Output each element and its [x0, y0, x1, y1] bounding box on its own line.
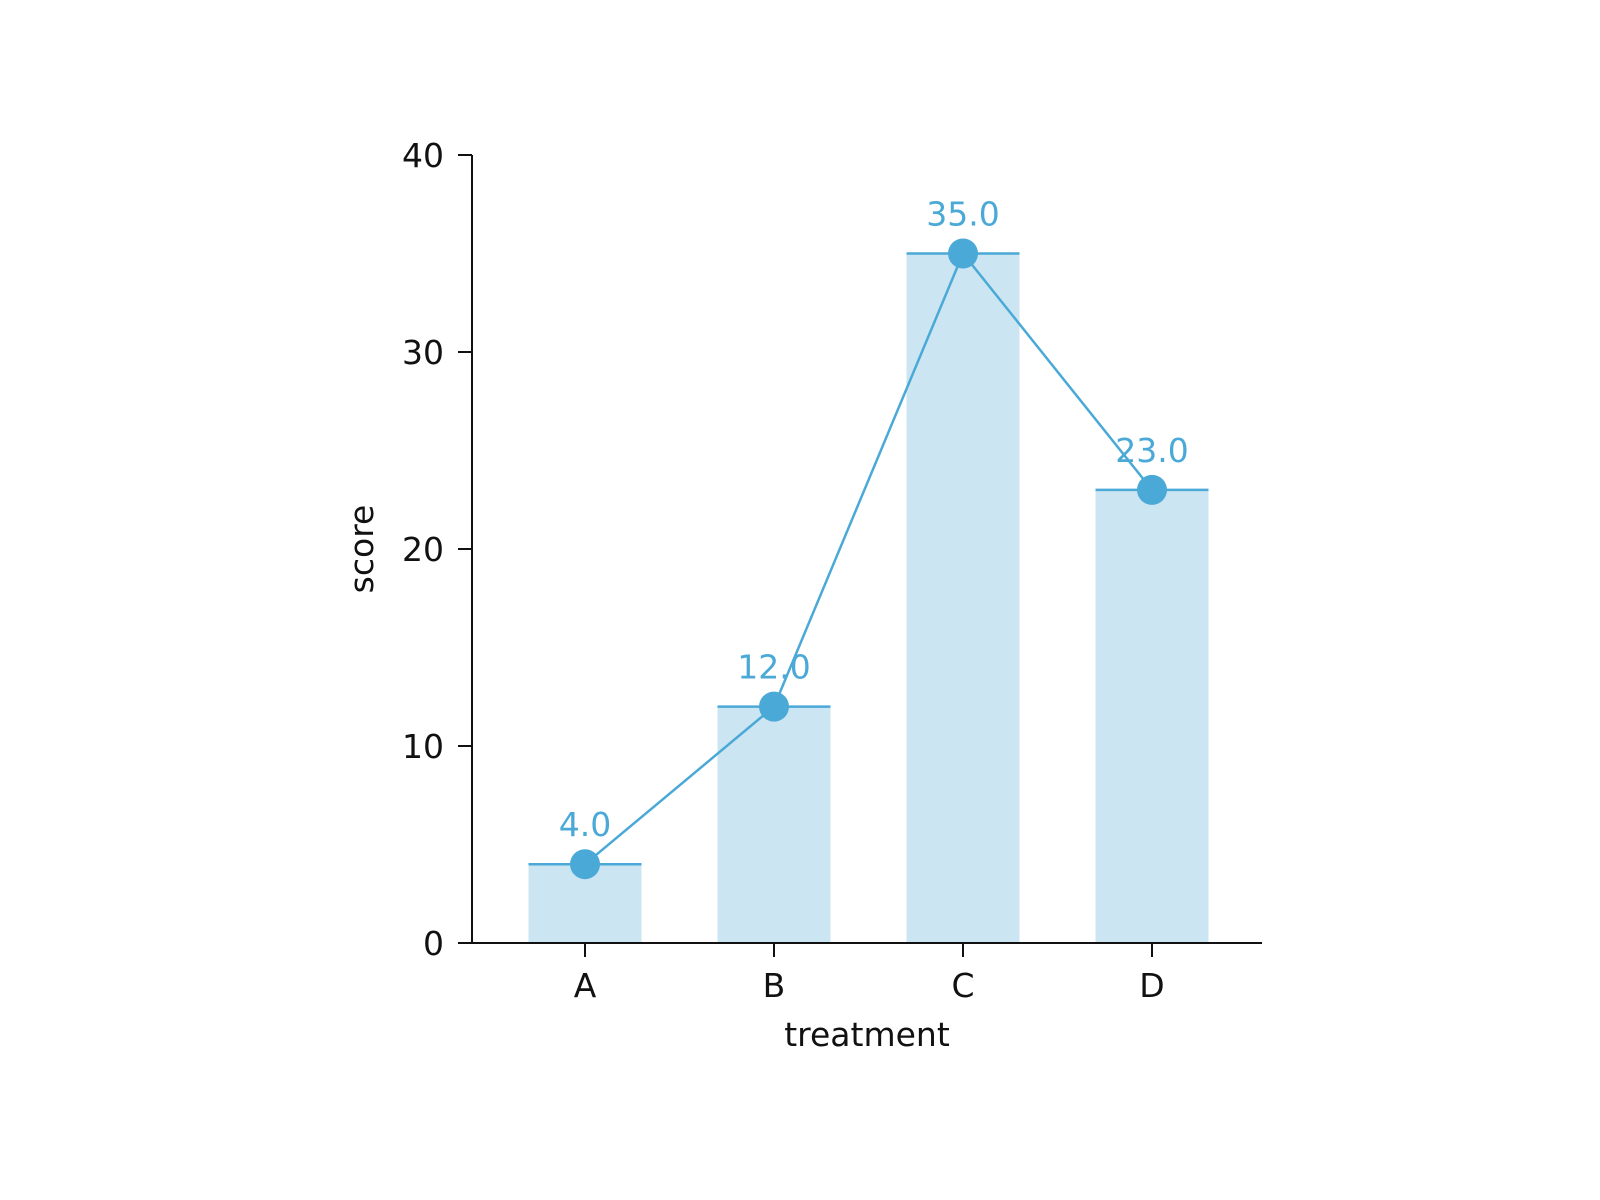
x-tick-label-A: A — [574, 966, 597, 1005]
point-marker-B — [759, 691, 789, 722]
y-tick-label-40: 40 — [402, 136, 444, 175]
bar-C — [906, 253, 1020, 943]
data-label-A: 4.0 — [559, 805, 611, 844]
series-line — [584, 251, 1153, 866]
point-marker-A — [570, 849, 600, 880]
point-marker-D — [1137, 474, 1167, 505]
x-tick-label-D: D — [1139, 966, 1164, 1005]
ticks-layer: 0 10 20 30 40 A B C D — [402, 136, 1165, 1005]
data-label-B: 12.0 — [737, 648, 810, 687]
y-tick-label-30: 30 — [402, 333, 444, 372]
x-axis-title: treatment — [784, 1015, 950, 1054]
y-tick-label-20: 20 — [402, 530, 444, 569]
data-labels-layer: 4.0 12.0 35.0 23.0 — [559, 195, 1189, 845]
line-layer — [570, 238, 1167, 880]
x-tick-label-B: B — [763, 966, 786, 1005]
y-axis-title: score — [342, 505, 381, 594]
data-label-D: 23.0 — [1115, 431, 1188, 470]
y-tick-label-0: 0 — [423, 924, 444, 963]
point-marker-C — [948, 238, 978, 269]
y-tick-label-10: 10 — [402, 727, 444, 766]
data-label-C: 35.0 — [926, 195, 999, 234]
bars-layer — [528, 252, 1209, 943]
bar-D — [1095, 489, 1209, 943]
bar-B — [717, 706, 831, 943]
x-tick-label-C: C — [951, 966, 974, 1005]
